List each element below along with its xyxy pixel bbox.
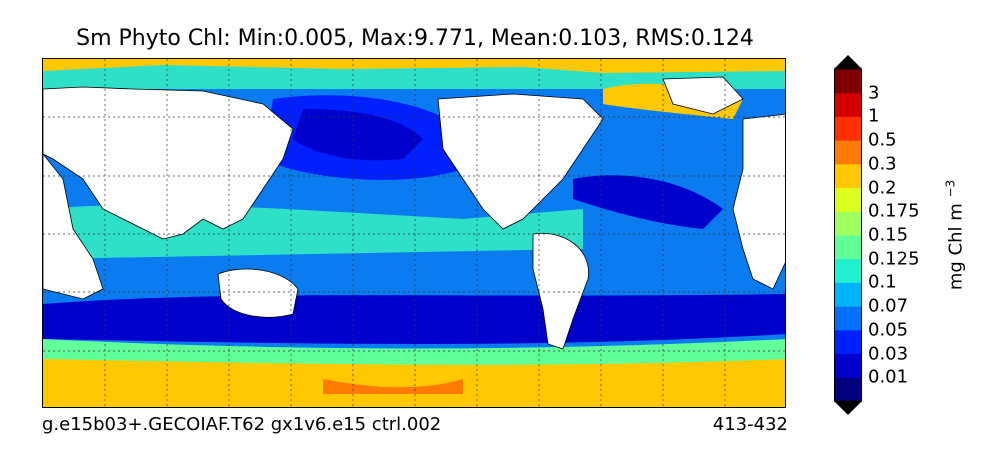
colorbar-segment — [834, 306, 862, 331]
year-range-label: 413-432 — [712, 414, 788, 435]
europe-africa-land — [732, 113, 785, 290]
antarctic-high — [323, 379, 463, 394]
colorbar-tick-label: 0.125 — [868, 248, 920, 270]
north-atlantic-low — [573, 175, 723, 229]
colorbar-unit-label: mg Chl m −3 — [944, 180, 967, 290]
south-america-land — [532, 232, 589, 350]
unit-exponent: −3 — [943, 179, 958, 198]
colorbar-segment — [834, 69, 862, 94]
colorbar-segment — [834, 211, 862, 236]
colorbar — [834, 55, 862, 415]
australia-land — [217, 268, 299, 318]
colorbar-tick-label: 1 — [868, 105, 880, 127]
colorbar-segment — [834, 235, 862, 260]
colorbar-segment — [834, 377, 862, 402]
southern-gyre — [43, 294, 785, 344]
colorbar-tick-label: 0.03 — [868, 343, 909, 365]
colorbar-tick-label: 0.2 — [868, 177, 897, 199]
plot-title: Sm Phyto Chl: Min:0.005, Max:9.771, Mean… — [76, 26, 754, 51]
graticule — [43, 59, 785, 407]
colorbar-segment — [834, 163, 862, 189]
colorbar-tick-label: 0.01 — [868, 366, 909, 388]
southern-front — [43, 339, 785, 369]
chlorophyll-map — [42, 58, 786, 408]
colorbar-extend-low — [834, 401, 862, 415]
colorbar-tick-label: 0.07 — [868, 295, 909, 317]
colorbar-tick-label: 3 — [868, 82, 880, 104]
colorbar-tick-label: 0.5 — [868, 129, 897, 151]
colorbar-segment — [834, 329, 862, 355]
map-svg — [43, 59, 785, 407]
north-pacific-core — [293, 109, 423, 161]
colorbar-segment — [834, 187, 862, 212]
run-id-label: g.e15b03+.GECOIAF.T62 gx1v6.e15 ctrl.002 — [42, 414, 442, 435]
land — [43, 76, 785, 350]
north-america-land — [437, 93, 604, 230]
greenland-land — [662, 76, 744, 115]
colorbar-tick-label: 0.1 — [868, 271, 897, 293]
colorbar-segment — [834, 258, 862, 283]
colorbar-tick-label: 0.3 — [868, 153, 897, 175]
colorbar-segment — [834, 92, 862, 117]
colorbar-tick-label: 0.05 — [868, 319, 909, 341]
arctic-high — [43, 59, 785, 73]
colorbar-segment — [834, 282, 862, 307]
unit-text: mg Chl m — [945, 203, 967, 291]
colorbar-segment — [834, 140, 862, 165]
colorbar-frame — [834, 68, 862, 402]
colorbar-segment — [834, 353, 862, 378]
asia-land — [43, 86, 294, 240]
africa-land — [43, 153, 104, 300]
colorbar-segment — [834, 116, 862, 141]
antarctic-band — [43, 359, 785, 407]
colorbar-tick-label: 0.175 — [868, 200, 920, 222]
colorbar-tick-label: 0.15 — [868, 224, 909, 246]
colorbar-extend-high — [834, 55, 862, 69]
